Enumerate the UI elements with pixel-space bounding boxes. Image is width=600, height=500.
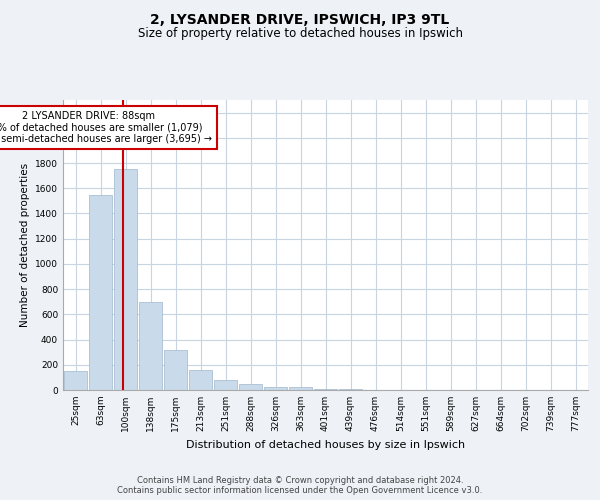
Bar: [114, 170, 137, 390]
Text: Contains HM Land Registry data © Crown copyright and database right 2024.
Contai: Contains HM Land Registry data © Crown c…: [118, 476, 482, 495]
Bar: [189, 370, 212, 390]
Y-axis label: Number of detached properties: Number of detached properties: [20, 163, 29, 327]
Bar: [64, 371, 87, 390]
Bar: [139, 302, 162, 390]
Text: 2 LYSANDER DRIVE: 88sqm
← 22% of detached houses are smaller (1,079)
77% of semi: 2 LYSANDER DRIVE: 88sqm ← 22% of detache…: [0, 111, 212, 144]
Bar: [214, 380, 237, 390]
Bar: [89, 194, 112, 390]
Bar: [314, 388, 337, 390]
Bar: [289, 388, 312, 390]
Bar: [164, 350, 187, 390]
Text: 2, LYSANDER DRIVE, IPSWICH, IP3 9TL: 2, LYSANDER DRIVE, IPSWICH, IP3 9TL: [151, 12, 449, 26]
Bar: [264, 387, 287, 390]
Text: Size of property relative to detached houses in Ipswich: Size of property relative to detached ho…: [137, 28, 463, 40]
Bar: [239, 384, 262, 390]
X-axis label: Distribution of detached houses by size in Ipswich: Distribution of detached houses by size …: [186, 440, 465, 450]
